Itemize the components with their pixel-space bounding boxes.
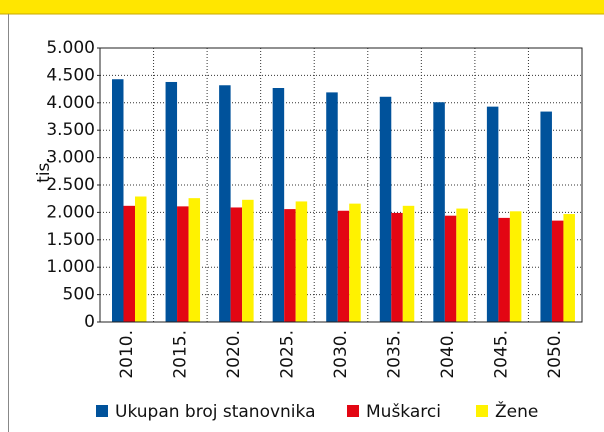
bar — [444, 215, 457, 322]
bar — [326, 92, 338, 322]
bar — [272, 88, 285, 322]
y-tick-label: 5.000 — [46, 38, 95, 58]
bar — [112, 79, 124, 323]
plot-border — [99, 47, 583, 323]
bar — [379, 96, 392, 322]
legend-swatch — [96, 405, 108, 417]
bar — [433, 102, 445, 322]
bar — [284, 209, 296, 322]
y-tick-label: 3.000 — [46, 148, 95, 168]
y-tick-label: 500 — [63, 285, 95, 305]
y-axis-label: tis. — [34, 157, 54, 183]
y-tick-label: 4.000 — [46, 93, 95, 113]
legend-label: Žene — [495, 400, 538, 422]
y-tick-label: 1.500 — [46, 230, 95, 250]
bar — [509, 211, 522, 322]
x-tick-label: 2045. — [492, 330, 512, 379]
x-tick-label: 2020. — [224, 330, 244, 379]
x-tick-label: 2035. — [385, 330, 405, 379]
bar — [295, 201, 308, 322]
bar — [486, 106, 499, 322]
bar — [540, 111, 552, 323]
bar — [188, 198, 201, 322]
y-tick-label: 0 — [84, 312, 95, 332]
bar — [165, 81, 178, 322]
bar — [456, 208, 468, 322]
y-tick-label: 3.500 — [46, 120, 95, 140]
bar — [402, 205, 415, 322]
bar — [123, 205, 135, 322]
x-tick-label: 2030. — [331, 330, 351, 379]
bar — [498, 217, 510, 322]
bar — [219, 85, 231, 322]
y-tick-label: 4.500 — [46, 65, 95, 85]
bar — [177, 206, 189, 322]
legend-swatch — [347, 405, 359, 417]
x-tick-label: 2010. — [117, 330, 137, 379]
y-tick-label: 2.000 — [46, 202, 95, 222]
legend-label: Muškarci — [366, 402, 441, 422]
bar — [135, 196, 147, 322]
x-tick-label: 2040. — [438, 330, 458, 379]
bar — [230, 207, 243, 322]
x-tick-label: 2015. — [170, 330, 190, 379]
bar — [551, 220, 564, 322]
bar — [337, 210, 350, 322]
y-tick-label: 1.000 — [46, 257, 95, 277]
x-tick-label: 2025. — [277, 330, 297, 379]
bar — [349, 203, 361, 322]
bar — [242, 199, 254, 322]
header-strip — [0, 0, 604, 14]
x-tick-label: 2050. — [545, 330, 565, 379]
legend-label: Ukupan broj stanovnika — [115, 402, 316, 422]
legend-swatch — [476, 405, 488, 417]
y-tick-label: 2.500 — [46, 175, 95, 195]
bar — [391, 212, 403, 322]
bar — [563, 214, 575, 322]
